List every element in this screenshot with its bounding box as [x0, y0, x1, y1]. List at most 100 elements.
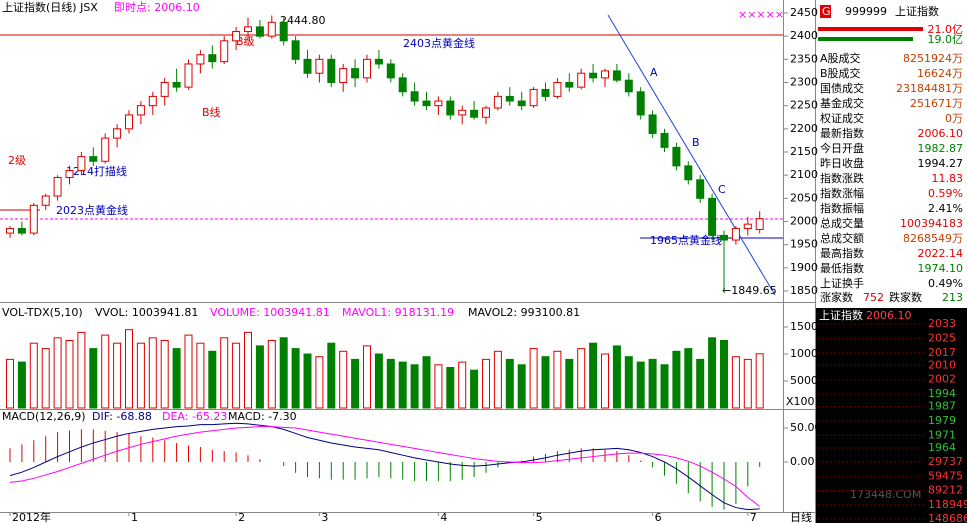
y-tick-label: 2150: [790, 145, 818, 158]
candle-body: [113, 128, 122, 139]
y-tick-label: 2017: [928, 346, 956, 359]
candle-body: [29, 204, 38, 234]
quote-label: B股成交: [820, 66, 861, 80]
candle-body: [315, 58, 324, 74]
y-tick-label: 1964: [928, 441, 956, 454]
volume-bar: [17, 361, 26, 409]
macd-line: [9, 426, 761, 507]
badge: [820, 5, 831, 18]
candle-body: [196, 54, 205, 65]
candle-body: [291, 40, 300, 60]
y-tick-label: 15000: [790, 320, 825, 333]
volume-bar: [148, 337, 157, 409]
quote-label: 昨日收盘: [820, 156, 864, 170]
volume-bar: [505, 358, 514, 409]
candle-body: [505, 95, 514, 102]
quote-label: 权证成交: [820, 111, 864, 125]
quote-label: 最新指数: [820, 126, 864, 140]
candle-body: [267, 21, 276, 37]
candle-body: [601, 70, 609, 79]
x-tick-label: 7: [750, 511, 757, 523]
candle-body: [529, 88, 538, 107]
volume-bar: [660, 364, 669, 409]
volume-bar: [363, 345, 371, 409]
y-tick-label: 148686: [928, 512, 967, 523]
quote-value: 0.49%: [928, 277, 963, 290]
volume-bar: [255, 345, 264, 409]
y-tick-label: 1971: [928, 428, 956, 441]
volume-bar: [267, 340, 276, 409]
breadth-value: 752: [863, 291, 884, 304]
volume-bar: [577, 348, 586, 409]
flow-bar: [818, 27, 923, 31]
quote-value: 11.83: [932, 172, 964, 185]
volume-bar: [529, 348, 538, 409]
candle-body: [65, 170, 74, 178]
candle-body: [648, 114, 657, 134]
candle-body: [422, 100, 431, 107]
volume-bar: [101, 334, 110, 409]
volume-bar: [303, 353, 312, 409]
y-tick-label: 2350: [790, 52, 818, 65]
volume-bar: [601, 353, 609, 409]
candle-body: [541, 88, 550, 97]
quote-label: 今日开盘: [820, 141, 864, 155]
period-tab[interactable]: 日线: [790, 510, 812, 523]
quote-label: 上证换手: [820, 276, 864, 290]
volume-bar: [125, 329, 133, 409]
frame: [0, 0, 816, 523]
candle-body: [339, 68, 348, 83]
candle-body: [493, 95, 502, 109]
quote-value: 1982.87: [918, 142, 964, 155]
annotation: 2403点黄金线: [403, 36, 475, 50]
y-tick-label: 50.00: [790, 421, 822, 434]
y-tick-label: 2002: [928, 373, 956, 386]
quote-label: 指数振幅: [820, 201, 864, 215]
unit-label: X100: [786, 395, 815, 408]
volume-bar: [77, 331, 86, 409]
candle-body: [351, 68, 360, 79]
volume-bar: [422, 356, 431, 409]
candle-body: [434, 100, 443, 107]
mini-price: 2006.10: [866, 309, 912, 322]
volume-bar: [410, 364, 419, 409]
x-tick-label: 3: [321, 511, 328, 523]
annotation: B: [692, 136, 700, 149]
breadth-label: 涨家数: [820, 290, 853, 304]
candle-body: [386, 63, 395, 79]
annotation: 2级: [8, 154, 26, 167]
volume-bar: [386, 358, 395, 409]
x-tick-label: 4: [440, 511, 447, 523]
y-tick-label: 1950: [790, 238, 818, 251]
volume-bar: [708, 337, 717, 409]
candle-body: [589, 72, 598, 79]
quote-label: A股成交: [820, 51, 861, 65]
volume-bar: [89, 348, 98, 409]
y-tick-label: 1850: [790, 284, 818, 297]
mini-title: 上证指数: [819, 308, 863, 322]
candle-body: [577, 72, 586, 88]
volume-bar: [589, 342, 598, 409]
quote-code: 999999: [845, 5, 887, 18]
annotations: 2444.80 2403点黄金线 B级 B线 2级 1214打描线 2023点黄…: [8, 14, 777, 297]
breadth-label: 跌家数: [889, 290, 922, 304]
volume-bar: [374, 353, 383, 409]
volume-bar: [458, 361, 467, 409]
candle-body: [708, 197, 717, 236]
volume-bar: [29, 342, 38, 409]
volume-bar: [196, 342, 205, 409]
annotation: ←1849.65: [722, 284, 777, 297]
annotation: B级: [236, 35, 255, 48]
badge-text: G: [822, 5, 831, 18]
volume-bar: [517, 364, 526, 409]
y-tick-label: 2200: [790, 122, 818, 135]
quote-value: 0万: [945, 112, 963, 125]
y-tick-label: 2000: [790, 215, 818, 228]
volume-bar: [232, 342, 241, 409]
legend-entry: DEA: -65.23: [162, 410, 227, 423]
candle-body: [612, 70, 621, 81]
y-tick-label: 10000: [790, 347, 825, 360]
volume-bar: [41, 348, 50, 409]
candle-body: [565, 82, 574, 88]
volume-bar: [612, 345, 621, 409]
